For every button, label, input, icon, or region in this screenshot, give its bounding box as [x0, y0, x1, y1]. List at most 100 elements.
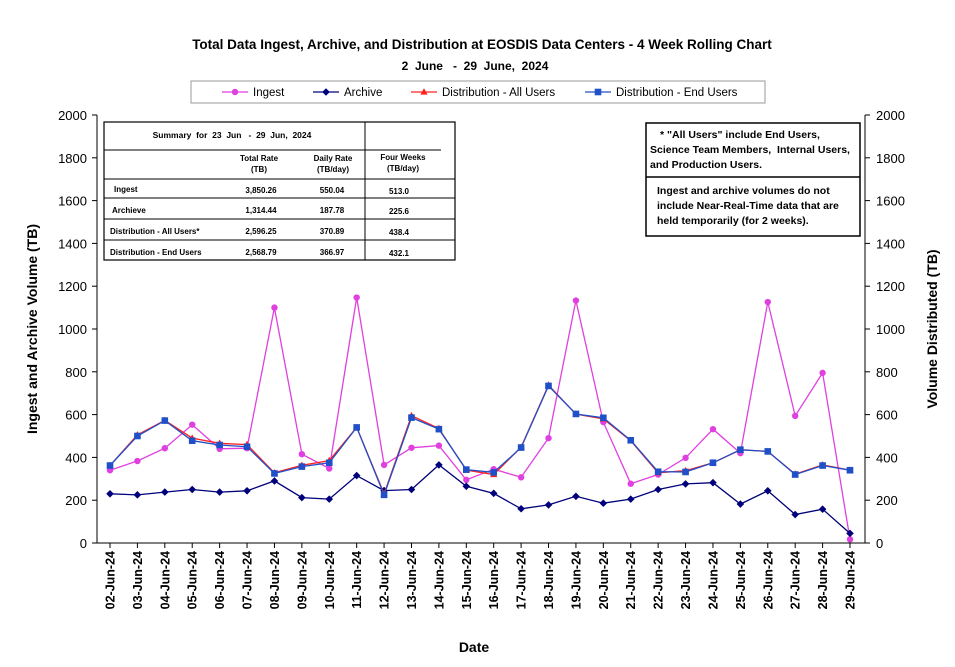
data-point [626, 495, 635, 503]
data-point [189, 421, 196, 428]
data-point [463, 476, 470, 484]
x-tick-label: 12-Jun-24 [378, 551, 392, 609]
x-tick-label: 29-Jun-24 [844, 551, 858, 609]
data-point [298, 463, 306, 470]
y-axis-title-left: Ingest and Archive Volume (TB) [24, 224, 40, 434]
legend-item: Ingest [222, 87, 285, 99]
data-point [435, 461, 443, 469]
data-point [572, 297, 580, 304]
series-line [109, 384, 851, 497]
legend-label: Ingest [253, 87, 285, 99]
note-nrt-line2: include Near-Real-Time data that are [657, 200, 839, 212]
y-tick-label-right: 0 [876, 536, 883, 551]
col-daily-header: Daily Rate [314, 154, 353, 163]
legend-label: Distribution - All Users [442, 87, 555, 99]
data-point [133, 491, 142, 499]
data-point [325, 495, 334, 503]
data-point [243, 443, 251, 450]
x-tick-label: 21-Jun-24 [624, 551, 638, 609]
data-point [134, 432, 141, 440]
data-point [517, 504, 525, 513]
data-point [326, 465, 333, 472]
data-point [517, 474, 525, 481]
x-tick-label: 03-Jun-24 [131, 551, 145, 609]
series-layer [106, 294, 854, 543]
y-tick-label-left: 1800 [58, 151, 87, 166]
data-point [216, 441, 223, 449]
data-point [600, 414, 607, 422]
data-point [489, 489, 498, 498]
data-point [408, 444, 415, 451]
y-tick-label-right: 1200 [876, 279, 905, 294]
col-total-header: Total Rate [240, 154, 279, 163]
row-four: 438.4 [389, 228, 410, 237]
data-point [161, 488, 169, 496]
row-label: Archieve [112, 206, 146, 215]
series-distribution-all-users [106, 381, 854, 497]
data-point [846, 529, 854, 538]
summary-row: Distribution - End Users 2,568.79 366.97… [110, 248, 410, 258]
data-point [407, 485, 416, 494]
data-point [353, 294, 360, 301]
data-point [709, 459, 717, 467]
data-point [791, 412, 799, 420]
legend-marker [231, 88, 239, 96]
x-tick-label: 07-Jun-24 [241, 551, 255, 609]
y-tick-label-right: 800 [876, 365, 898, 380]
row-total: 2,596.25 [245, 227, 277, 236]
data-point [462, 482, 471, 491]
x-tick-label: 24-Jun-24 [706, 551, 720, 609]
x-tick-label: 22-Jun-24 [652, 551, 666, 609]
x-tick-label: 18-Jun-24 [542, 551, 556, 609]
data-point [106, 462, 114, 469]
x-tick-label: 25-Jun-24 [734, 551, 748, 609]
x-tick-label: 28-Jun-24 [816, 551, 830, 609]
y-tick-label-right: 200 [876, 493, 898, 508]
data-point [819, 369, 826, 377]
y-axis-title-right: Volume Distributed (TB) [924, 249, 940, 408]
chart-subtitle: 2 June - 29 June, 2024 [402, 59, 549, 73]
x-tick-label: 13-Jun-24 [405, 551, 419, 609]
note-all-users-line1: * "All Users" include End Users, [660, 129, 820, 141]
row-label: Distribution - All Users* [110, 227, 200, 236]
data-point [572, 492, 580, 501]
x-tick-label: 19-Jun-24 [569, 551, 583, 609]
data-point [682, 468, 689, 476]
legend-label: Distribution - End Users [616, 87, 738, 99]
data-point [791, 471, 799, 478]
legend-item: Archive [313, 87, 382, 99]
data-point [352, 471, 361, 480]
data-point [737, 446, 744, 453]
note-all-users-line3: and Production Users. [650, 159, 762, 171]
series-line [109, 297, 851, 540]
data-point [709, 425, 717, 433]
data-point [188, 437, 196, 445]
x-tick-label: 06-Jun-24 [213, 551, 227, 609]
y-tick-label-right: 600 [876, 408, 898, 423]
row-total: 3,850.26 [245, 186, 277, 195]
data-point [215, 488, 224, 496]
y-tick-label-left: 600 [65, 408, 87, 423]
row-label: Distribution - End Users [110, 248, 202, 257]
data-point [298, 493, 306, 502]
y-tick-label-right: 2000 [876, 108, 905, 123]
row-daily: 370.89 [320, 227, 345, 236]
row-total: 2,568.79 [245, 248, 277, 257]
data-point [764, 298, 771, 306]
y-tick-label-right: 1800 [876, 151, 905, 166]
data-point [408, 414, 415, 421]
data-point [490, 469, 498, 476]
data-point [627, 436, 635, 444]
data-point [682, 454, 689, 462]
summary-row: Ingest 3,850.26 550.04 513.0 [114, 185, 410, 196]
data-point [243, 486, 251, 495]
y-tick-label-left: 0 [80, 536, 87, 551]
x-tick-label: 17-Jun-24 [515, 551, 529, 609]
x-axis-title: Date [459, 639, 490, 655]
x-tick-label: 10-Jun-24 [323, 551, 337, 609]
y-tick-label-left: 200 [65, 493, 87, 508]
data-point [134, 457, 141, 465]
chart-title: Total Data Ingest, Archive, and Distribu… [192, 37, 772, 52]
x-tick-label: 11-Jun-24 [350, 551, 364, 609]
x-tick-label: 04-Jun-24 [158, 551, 172, 609]
